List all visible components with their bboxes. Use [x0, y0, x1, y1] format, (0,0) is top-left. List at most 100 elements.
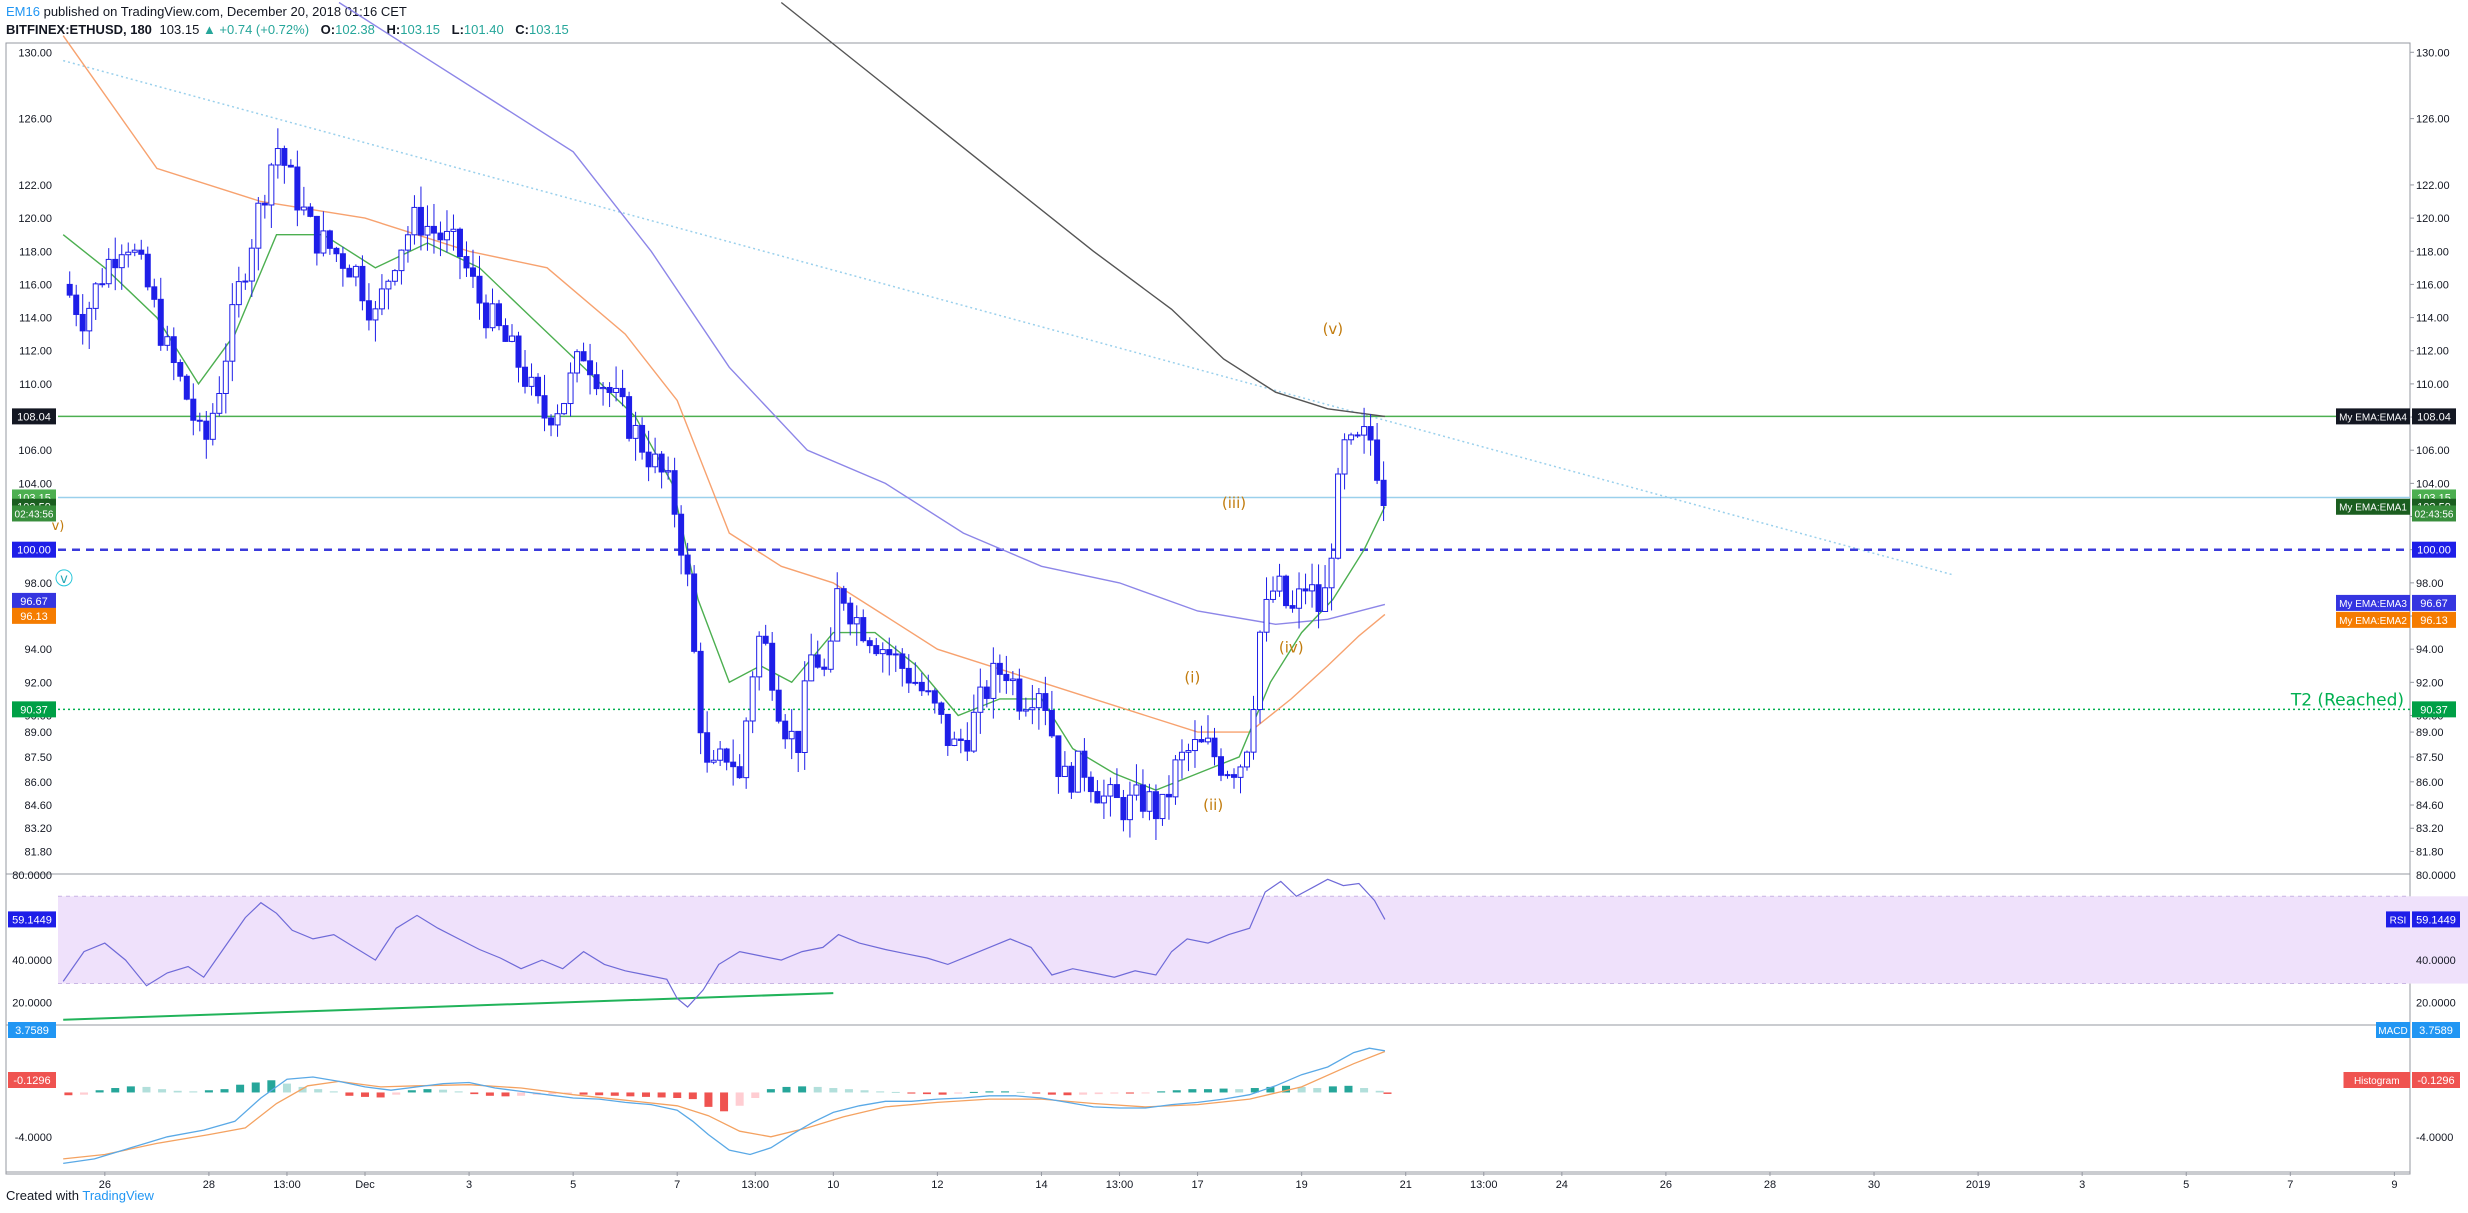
chart-attribution: EM16 published on TradingView.com, Decem… — [6, 4, 407, 19]
macd-histogram-bar — [1250, 1088, 1259, 1093]
y-tick-right: 84.60 — [2416, 800, 2444, 812]
candle-body — [1042, 693, 1049, 711]
descending-trendline — [63, 59, 1953, 576]
candle-body — [587, 360, 594, 376]
candle-body — [313, 215, 320, 254]
candle-body — [359, 265, 366, 302]
macd-left-tag-label: -0.1296 — [13, 1075, 50, 1087]
right-price-tag — [2412, 541, 2456, 558]
candle-body — [957, 738, 964, 741]
candle-body — [749, 676, 756, 722]
x-tick-label: Dec — [355, 1179, 375, 1191]
candle-body — [899, 653, 906, 669]
candle-body — [801, 680, 808, 754]
symbol-legend: BITFINEX:ETHUSD, 180 103.15 ▲ +0.74 (+0.… — [6, 22, 569, 37]
y-tick-left: 114.00 — [19, 313, 52, 325]
ema-1-line — [62, 234, 1386, 791]
macd-histogram-bar — [251, 1082, 260, 1093]
y-tick-left: 92.00 — [24, 677, 52, 689]
left-ema-tag-label: 96.67 — [20, 596, 48, 608]
right-price-tag-label: 108.04 — [2417, 411, 2451, 423]
y-tick-left: 84.60 — [24, 800, 52, 812]
candle-body — [489, 303, 496, 329]
macd-histogram-bar — [439, 1089, 448, 1093]
left-ema-tag — [12, 607, 56, 624]
right-price-tag-label: 96.67 — [2420, 598, 2448, 610]
candle-body — [509, 335, 516, 342]
candle-body — [834, 588, 841, 642]
candle-body — [996, 662, 1003, 675]
author-link[interactable]: EM16 — [6, 4, 40, 19]
macd-y-tick-left: -4.0000 — [15, 1132, 52, 1144]
y-tick-right: 120.00 — [2416, 213, 2450, 225]
y-tick-right: 106.00 — [2416, 445, 2450, 457]
candle-body — [1055, 735, 1062, 778]
macd-histogram-bar — [361, 1092, 370, 1097]
candle-body — [190, 398, 197, 421]
low-label: L: — [451, 22, 464, 37]
macd-histogram-bar — [345, 1092, 354, 1096]
candle-body — [92, 283, 99, 309]
left-ema-tag — [12, 592, 56, 609]
left-price-tag — [12, 541, 56, 558]
candle-body — [450, 228, 457, 232]
y-tick-right: 126.00 — [2416, 114, 2450, 126]
y-tick-left: 116.00 — [19, 279, 52, 291]
x-tick-label: 26 — [99, 1179, 111, 1191]
tradingview-link[interactable]: TradingView — [82, 1188, 154, 1203]
candle-body — [1198, 739, 1205, 743]
symbol-name[interactable]: BITFINEX:ETHUSD, 180 — [6, 22, 152, 37]
candle-body — [593, 374, 600, 390]
candle-body — [1296, 588, 1303, 609]
ema-3-line — [338, 1, 1386, 626]
macd-histogram-bar — [142, 1086, 151, 1093]
macd-histogram-bar — [595, 1092, 604, 1096]
left-price-tag — [12, 701, 56, 718]
candle-body — [892, 653, 899, 656]
macd-histogram-bar — [766, 1089, 775, 1093]
candle-body — [886, 649, 893, 656]
macd-histogram-bar — [938, 1092, 947, 1095]
footer: Created with TradingView — [6, 1188, 154, 1203]
rsi-y-tick-left: 80.0000 — [12, 870, 52, 882]
x-tick-label: 2019 — [1966, 1179, 1990, 1191]
candle-body — [398, 249, 405, 272]
x-tick-label: 7 — [674, 1179, 680, 1191]
candle-body — [1146, 791, 1153, 812]
candle-body — [1185, 750, 1192, 753]
candle-body — [1133, 784, 1140, 796]
candle-body — [723, 748, 730, 763]
x-tick-label: 5 — [2183, 1179, 2189, 1191]
right-name-tag — [2336, 498, 2410, 515]
candle-body — [333, 247, 340, 255]
candle-body — [372, 308, 379, 321]
macd-right-tag-label: -0.1296 — [2417, 1075, 2454, 1087]
macd-histogram-bar — [470, 1092, 479, 1095]
macd-histogram-bar — [1235, 1089, 1244, 1093]
candle-body — [248, 247, 255, 282]
candle-body — [1244, 751, 1251, 768]
macd-left-tag-label: 3.7589 — [15, 1025, 49, 1037]
macd-y-tick-right: -4.0000 — [2416, 1132, 2453, 1144]
y-tick-right: 116.00 — [2416, 279, 2449, 291]
y-tick-left: 118.00 — [19, 246, 52, 258]
candle-body — [652, 453, 659, 468]
candle-body — [697, 650, 704, 734]
candle-body — [847, 602, 854, 625]
right-name-tag — [2336, 594, 2410, 611]
rsi-y-tick-right: 40.0000 — [2416, 955, 2456, 967]
candle-body — [743, 720, 750, 779]
y-tick-left: 126.00 — [18, 114, 52, 126]
macd-histogram-bar — [1383, 1092, 1392, 1094]
macd-histogram-bar — [1094, 1092, 1103, 1095]
x-tick-label: 13:00 — [1106, 1179, 1134, 1191]
macd-histogram-bar — [1282, 1085, 1291, 1093]
macd-histogram-bar — [407, 1090, 416, 1093]
macd-histogram-bar — [954, 1092, 963, 1094]
y-tick-left: 122.00 — [18, 180, 52, 192]
left-countdown-tag — [12, 505, 56, 522]
candle-body — [1217, 756, 1224, 776]
macd-histogram-bar — [985, 1091, 994, 1093]
macd-name-tag — [2343, 1072, 2410, 1088]
